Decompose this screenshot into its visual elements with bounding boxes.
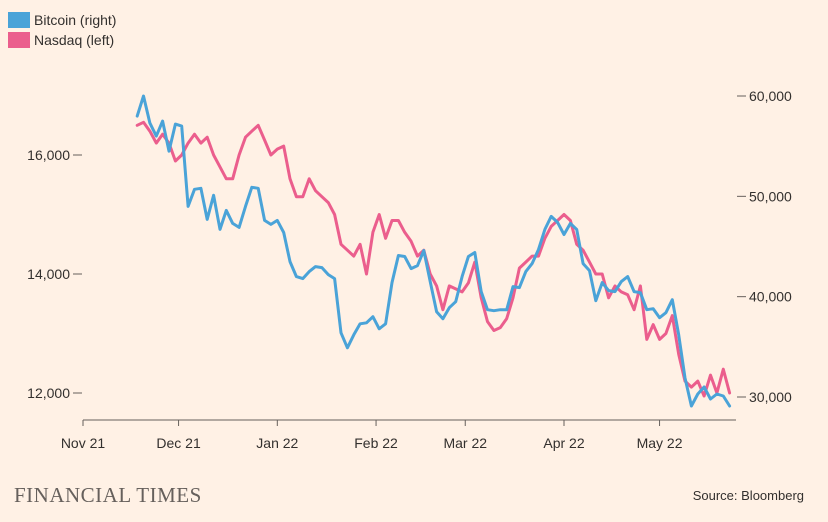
right-tick-label: 40,000 <box>749 289 792 305</box>
series-line-bitcoin <box>135 94 732 408</box>
x-tick-label: Apr 22 <box>543 435 584 451</box>
legend-item-bitcoin: Bitcoin (right) <box>8 10 116 30</box>
right-tick-label: 60,000 <box>749 88 792 104</box>
legend-item-nasdaq: Nasdaq (left) <box>8 30 116 50</box>
left-tick-label: 12,000 <box>27 385 70 401</box>
left-tick-label: 14,000 <box>27 266 70 282</box>
legend-label-bitcoin: Bitcoin (right) <box>34 12 117 28</box>
legend-label-nasdaq: Nasdaq (left) <box>34 32 115 48</box>
right-tick-label: 50,000 <box>749 188 792 204</box>
x-tick-label: Feb 22 <box>354 435 398 451</box>
legend-swatch-nasdaq <box>8 32 30 48</box>
series-line-nasdaq <box>135 120 732 398</box>
right-tick-label: 30,000 <box>749 389 792 405</box>
legend: Bitcoin (right) Nasdaq (left) <box>8 10 116 50</box>
legend-swatch-bitcoin <box>8 12 30 28</box>
x-tick-label: Dec 21 <box>156 435 201 451</box>
x-tick-label: Nov 21 <box>61 435 106 451</box>
x-tick-label: Jan 22 <box>256 435 298 451</box>
left-tick-label: 16,000 <box>27 147 70 163</box>
ft-logo: FINANCIAL TIMES <box>14 483 202 507</box>
source-note: Source: Bloomberg <box>692 488 804 503</box>
x-tick-label: May 22 <box>637 435 683 451</box>
line-chart: Nov 21 Dec 21 Jan 22 Feb 22 Mar 22 Apr 22 May … <box>27 88 792 451</box>
x-tick-label: Mar 22 <box>443 435 487 451</box>
